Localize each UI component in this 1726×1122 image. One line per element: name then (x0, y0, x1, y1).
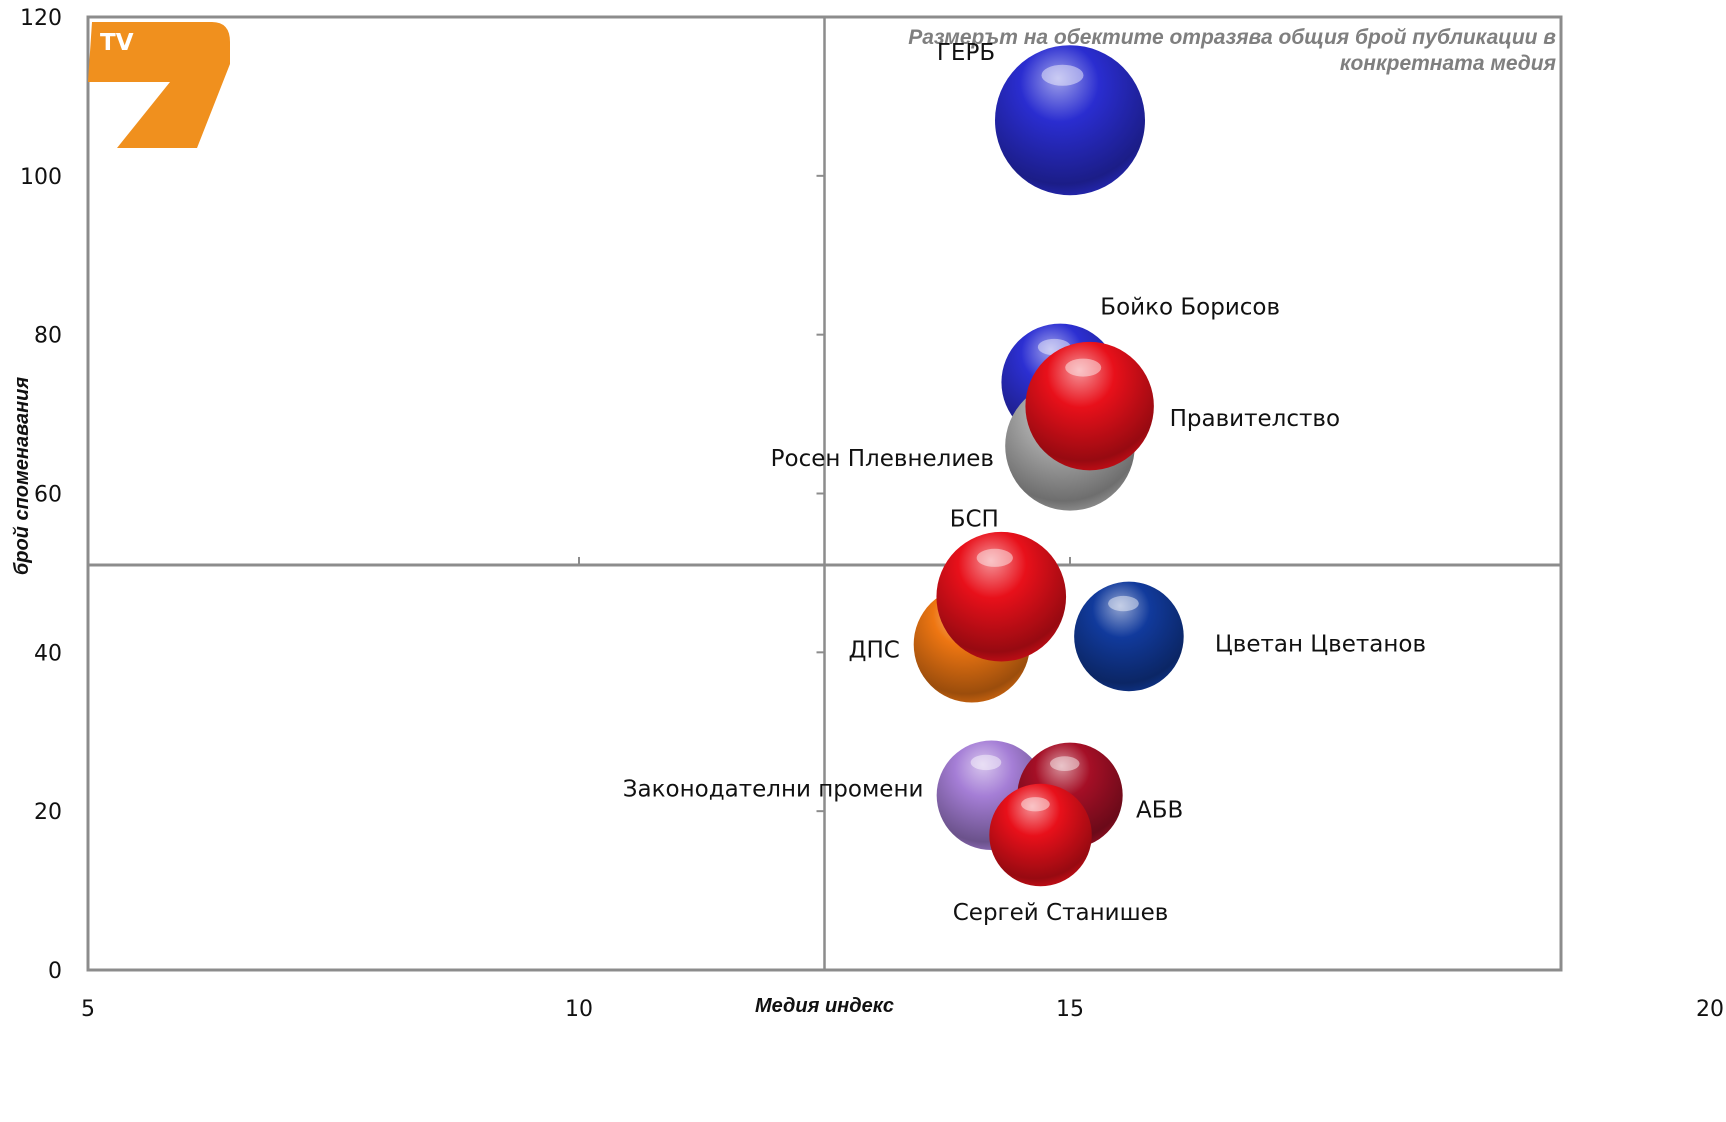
tv7-logo-text: TV (100, 30, 134, 56)
y-axis-title: брой споменавания (11, 377, 33, 576)
bubble-label: БСП (950, 507, 999, 533)
x-axis-title: Медия индекс (755, 995, 894, 1017)
y-tick-label: 0 (48, 959, 62, 984)
bubble-10 (989, 783, 1092, 887)
y-axis-tick-labels: 0 20 40 60 80 100 120 (20, 6, 62, 984)
bubble-6 (936, 531, 1067, 662)
bubble-label: Сергей Станишев (953, 900, 1169, 926)
bubble-highlight (1065, 358, 1102, 377)
y-tick-label: 60 (34, 483, 62, 508)
bubble-highlight (970, 754, 1002, 771)
y-tick-label: 40 (34, 641, 62, 666)
bubble-label: Законодателни промени (623, 776, 924, 802)
tick-marks (578, 174, 1071, 813)
x-tick-label: 10 (565, 997, 593, 1022)
x-tick-label: 15 (1056, 997, 1084, 1022)
bubble-label: ДПС (848, 637, 899, 663)
bubble-highlight (1021, 797, 1050, 812)
bubble-7 (1074, 581, 1184, 692)
bubble-series (913, 45, 1184, 887)
bubble-label: Цветан Цветанов (1215, 631, 1426, 657)
bubble-label: АБВ (1136, 797, 1183, 823)
bubble-highlight (1108, 595, 1139, 612)
size-note: Размерът на обектите отразява общия брой… (908, 26, 1556, 75)
bubble-label: ГЕРБ (937, 40, 995, 66)
bubble-4 (1025, 341, 1154, 471)
bubble-highlight (976, 548, 1013, 567)
bubble-label: Росен Плевнелиев (771, 446, 994, 472)
bubble-label: Правителство (1170, 406, 1340, 432)
x-tick-label: 5 (81, 997, 95, 1022)
x-tick-label: 20 (1696, 997, 1724, 1022)
bubble-highlight (1049, 756, 1080, 772)
size-note-line-2: конкретната медия (1340, 52, 1556, 75)
tv7-logo: TV (88, 22, 230, 148)
bubble-label: Бойко Борисов (1100, 294, 1280, 320)
y-tick-label: 100 (20, 165, 62, 190)
bubble-highlight (1041, 64, 1084, 86)
bubble-1 (995, 45, 1145, 196)
y-tick-label: 20 (34, 800, 62, 825)
y-tick-label: 80 (34, 324, 62, 349)
bubble-labels: ГЕРБ Бойко Борисов Росен Плевнелиев Правите… (623, 40, 1426, 926)
size-note-line-1: Размерът на обектите отразява общия брой… (908, 26, 1556, 49)
tv7-logo-shape (88, 22, 230, 148)
x-axis-tick-labels: 5 10 15 20 (81, 997, 1724, 1022)
y-tick-label: 120 (20, 6, 62, 31)
